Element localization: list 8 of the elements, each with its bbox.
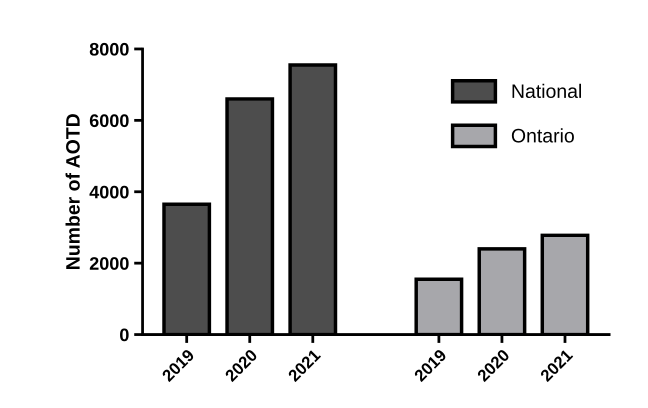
legend-label: Ontario bbox=[512, 128, 574, 143]
y-tick-label: 4000 bbox=[89, 186, 129, 198]
y-axis-title: Number of AOTD bbox=[66, 114, 80, 269]
legend-label: National bbox=[512, 84, 581, 98]
y-tick-label: 8000 bbox=[90, 42, 129, 56]
y-tick-label: 0 bbox=[120, 328, 129, 342]
y-tick-label: 2000 bbox=[90, 257, 129, 270]
y-tick-label: 6000 bbox=[90, 114, 129, 128]
